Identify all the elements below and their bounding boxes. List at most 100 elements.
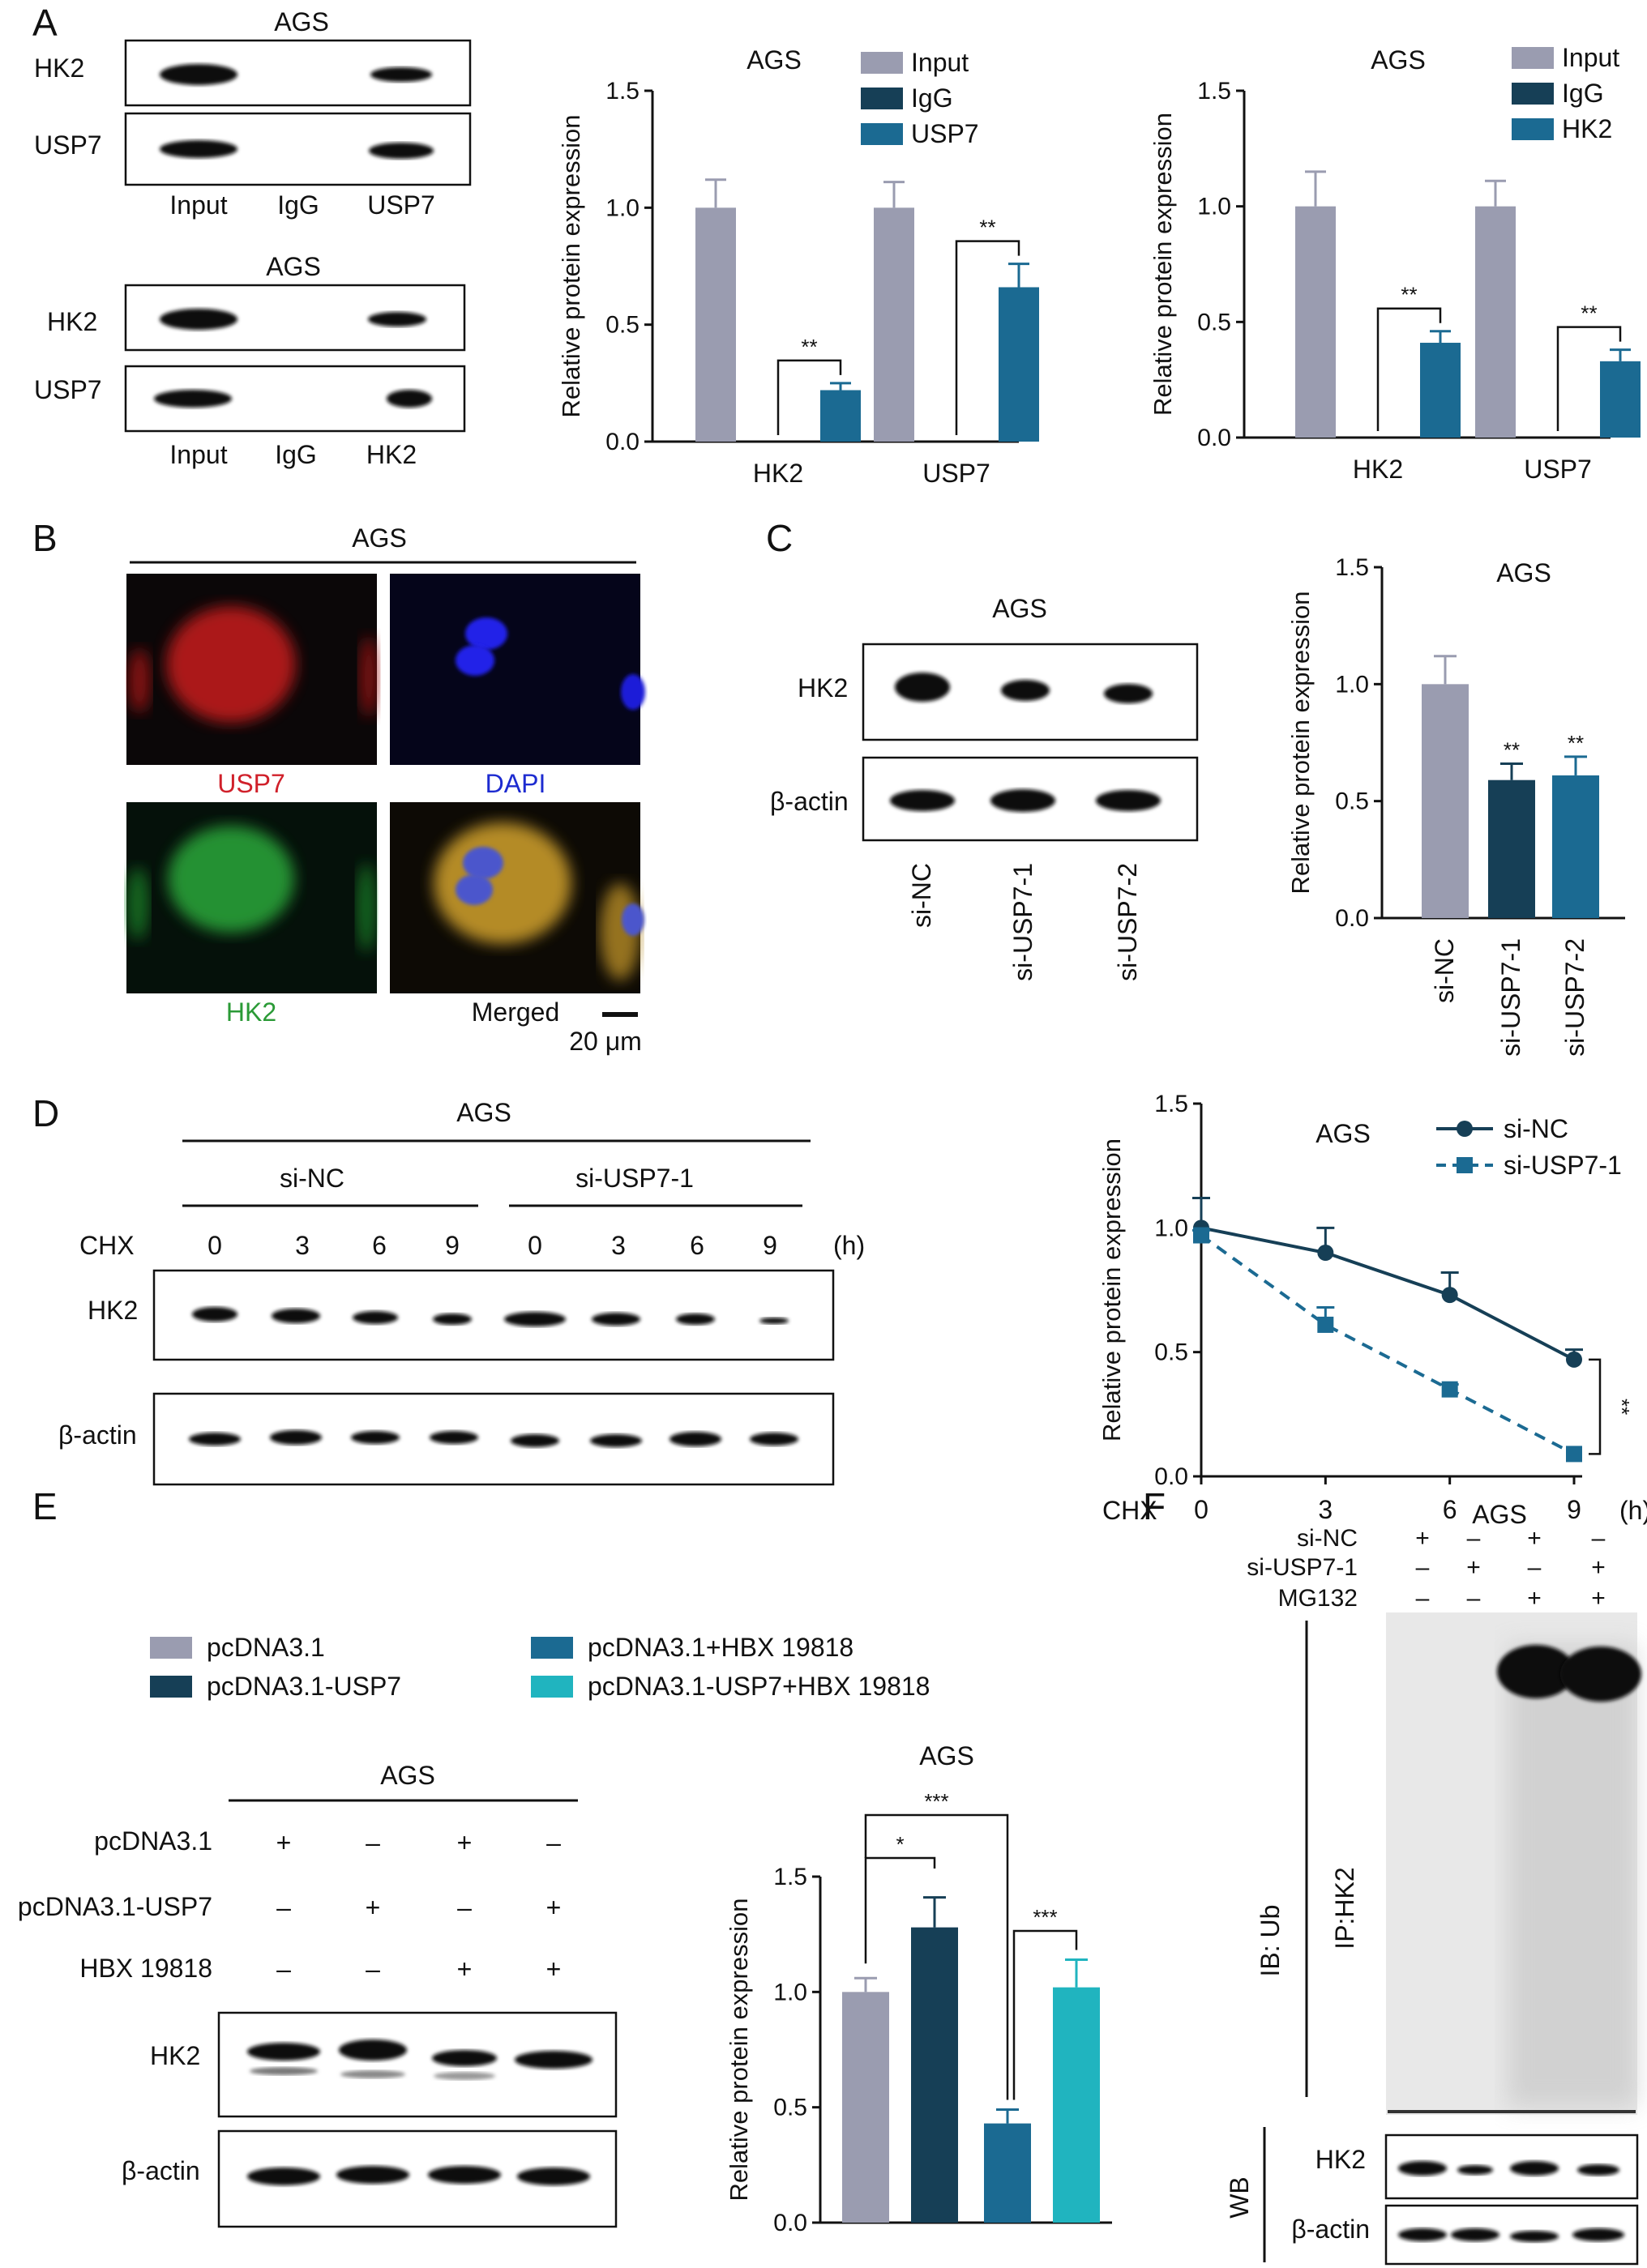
if-label-hk2: HK2: [226, 997, 276, 1027]
condition-label: pcDNA3.1-USP7: [18, 1892, 212, 1921]
condition-mark: –: [1467, 1525, 1481, 1552]
condition-mark: –: [1592, 1525, 1606, 1552]
blot-row-label: HK2: [150, 2041, 200, 2070]
blot-band: [353, 1311, 398, 1324]
blot-band: [160, 64, 237, 85]
panel-label-f: F: [1143, 1485, 1166, 1527]
condition-mark: –: [546, 1828, 561, 1857]
blot-band: [1510, 2161, 1559, 2176]
x-tick-label: 3: [1318, 1495, 1333, 1524]
chart-d: CHX (h) 0.0 0.5 1.0 1.5 Relative protein exp…: [1097, 1091, 1647, 1525]
legend-marker: [1457, 1157, 1473, 1173]
legend-marker: [1457, 1121, 1473, 1137]
legend-swatch: [1512, 47, 1554, 69]
condition-mark: –: [366, 1828, 380, 1857]
panel-label-e: E: [32, 1485, 58, 1527]
condition-label: si-NC: [1297, 1525, 1358, 1552]
blot-band: [1457, 2165, 1493, 2175]
legend-label: si-USP7-1: [1504, 1151, 1622, 1180]
chart-title: AGS: [1371, 45, 1426, 75]
condition-label: MG132: [1278, 1585, 1358, 1612]
series-line: [1200, 1233, 1575, 1456]
blot-row-label: HK2: [88, 1296, 138, 1325]
blot-band: [351, 1431, 400, 1444]
blot-band: [750, 1433, 798, 1446]
blot-band: [990, 789, 1055, 812]
blot-band: [1510, 2231, 1559, 2242]
condition-mark: –: [276, 1893, 291, 1922]
significance-bracket: [864, 1813, 1009, 2100]
bar: [1600, 361, 1641, 438]
blot-band: [1398, 2161, 1447, 2176]
condition-mark: +: [1591, 1585, 1606, 1612]
nucleus: [456, 874, 493, 905]
blot-band: [336, 2166, 409, 2184]
legend-label: pcDNA3.1-USP7+HBX 19818: [588, 1672, 930, 1701]
time-label: 0: [528, 1231, 542, 1260]
blot-row-label: HK2: [1315, 2145, 1366, 2174]
chx-label: CHX: [79, 1231, 135, 1260]
panel-d-blot: AGS si-NC si-USP7-1 CHX 0 3 6 9 0 3 6 9 …: [58, 1098, 865, 1486]
condition-mark: +: [1466, 1554, 1481, 1581]
series-line: [1200, 1226, 1575, 1361]
legend-label: pcDNA3.1+HBX 19818: [588, 1633, 853, 1662]
y-tick-label: 1.5: [1197, 78, 1231, 105]
significance-label: **: [1504, 737, 1520, 762]
blot-band: [1001, 680, 1050, 701]
y-tick-label: 0.0: [1335, 905, 1369, 932]
panel-label-d: D: [32, 1092, 59, 1134]
blot-band: [250, 2067, 318, 2075]
chart-e: 0.0 0.5 1.0 1.5 Relative protein expression A…: [725, 1741, 1112, 2236]
blot-band: [504, 1312, 566, 1326]
ip-label: IP:HK2: [1330, 1867, 1359, 1949]
data-point: [1441, 1287, 1458, 1304]
if-title: AGS: [352, 523, 407, 553]
blot-band: [1451, 2228, 1499, 2241]
blot-band: [1398, 2228, 1447, 2241]
significance-label: *: [896, 1832, 904, 1856]
bar: [820, 390, 861, 442]
y-tick-label: 0.0: [1154, 1463, 1188, 1490]
condition-label: HBX 19818: [79, 1954, 212, 1983]
y-tick-label: 0.5: [773, 2095, 807, 2121]
if-label-dapi: DAPI: [486, 769, 546, 798]
chx-axis-unit: (h): [1619, 1496, 1647, 1525]
chart-title: AGS: [1315, 1119, 1371, 1148]
condition-mark: –: [1528, 1554, 1542, 1581]
blot-band: [247, 2043, 320, 2061]
blot-row-label: β-actin: [122, 2156, 200, 2185]
condition-mark: +: [1527, 1585, 1542, 1612]
blot-band: [160, 140, 237, 158]
blot-band: [192, 1307, 237, 1322]
time-label: 9: [445, 1231, 460, 1260]
x-tick-label: si-NC: [1430, 938, 1459, 1003]
panel-e-blot: AGS pcDNA3.1 pcDNA3.1-USP7 HBX 19818 + –…: [18, 1761, 618, 2228]
blot-membrane: [152, 1269, 835, 1361]
ub-band: [1497, 1645, 1575, 1698]
legend-label: Input: [1562, 43, 1619, 72]
y-axis-label: Relative protein expression: [1149, 113, 1177, 416]
cell: [166, 606, 296, 723]
lane-label: Input: [169, 440, 227, 469]
time-unit: (h): [833, 1231, 865, 1260]
y-tick-label: 0.0: [605, 429, 640, 455]
legend-swatch: [1512, 83, 1554, 105]
legend-swatch: [531, 1676, 573, 1698]
significance-label: **: [801, 335, 817, 359]
blot-band: [340, 2070, 405, 2078]
legend-label: pcDNA3.1-USP7: [207, 1672, 401, 1701]
data-point: [1566, 1351, 1582, 1368]
y-axis-label: Relative protein expression: [725, 1899, 753, 2202]
bar: [1422, 684, 1469, 918]
lane-label: USP7: [367, 190, 435, 220]
x-tick-label: si-USP7-1: [1496, 938, 1525, 1057]
condition-mark: +: [1527, 1525, 1542, 1552]
y-axis-label: Relative protein expression: [1286, 592, 1315, 895]
bar: [1420, 343, 1461, 438]
condition-mark: +: [1591, 1554, 1606, 1581]
if-label-merged: Merged: [472, 997, 560, 1027]
legend-swatch: [861, 88, 903, 109]
blot-band: [247, 2168, 320, 2185]
group-label: si-NC: [280, 1164, 344, 1193]
